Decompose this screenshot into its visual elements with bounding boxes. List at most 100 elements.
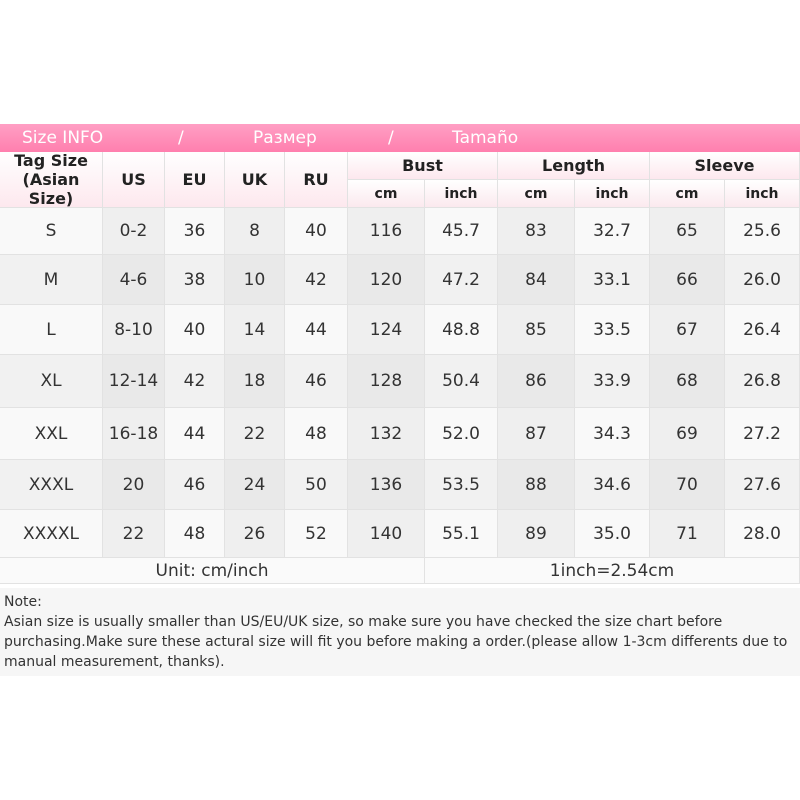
- table-cell: 44: [165, 408, 225, 460]
- table-cell: 42: [165, 355, 225, 408]
- table-cell: 83: [498, 208, 575, 255]
- table-cell: XXXL: [0, 460, 103, 510]
- table-cell: 71: [650, 510, 725, 558]
- table-cell: 33.5: [575, 305, 650, 355]
- table-cell: 120: [348, 255, 425, 305]
- table-cell: 16-18: [103, 408, 165, 460]
- table-cell: 84: [498, 255, 575, 305]
- table-cell: M: [0, 255, 103, 305]
- table-cell: XXXXL: [0, 510, 103, 558]
- table-cell: 128: [348, 355, 425, 408]
- table-cell: 25.6: [725, 208, 800, 255]
- table-cell: 38: [165, 255, 225, 305]
- table-cell: 20: [103, 460, 165, 510]
- header-cell: US: [103, 152, 165, 208]
- table-cell: 35.0: [575, 510, 650, 558]
- table-cell: 86: [498, 355, 575, 408]
- table-cell: 14: [225, 305, 285, 355]
- table-cell: 26.8: [725, 355, 800, 408]
- table-cell: 32.7: [575, 208, 650, 255]
- group-header: Sleeve: [650, 152, 800, 180]
- table-cell: 67: [650, 305, 725, 355]
- unit-header: inch: [425, 180, 498, 208]
- table-cell: 70: [650, 460, 725, 510]
- banner-text: /: [388, 128, 394, 148]
- table-cell: 46: [165, 460, 225, 510]
- footer-cell: Unit: cm/inch: [0, 558, 425, 584]
- banner-text: Размер: [253, 128, 317, 148]
- table-cell: 33.1: [575, 255, 650, 305]
- table-cell: 50.4: [425, 355, 498, 408]
- table-cell: XL: [0, 355, 103, 408]
- table-cell: 50: [285, 460, 348, 510]
- table-cell: 68: [650, 355, 725, 408]
- table-cell: 52.0: [425, 408, 498, 460]
- unit-header: cm: [498, 180, 575, 208]
- table-cell: L: [0, 305, 103, 355]
- note-title: Note:: [4, 594, 42, 610]
- table-cell: 10: [225, 255, 285, 305]
- table-cell: 40: [165, 305, 225, 355]
- table-cell: 34.3: [575, 408, 650, 460]
- table-cell: 116: [348, 208, 425, 255]
- table-cell: 22: [225, 408, 285, 460]
- table-cell: 69: [650, 408, 725, 460]
- table-cell: 8: [225, 208, 285, 255]
- table-cell: 85: [498, 305, 575, 355]
- table-cell: 140: [348, 510, 425, 558]
- group-header: Bust: [348, 152, 498, 180]
- table-cell: 44: [285, 305, 348, 355]
- table-cell: 27.6: [725, 460, 800, 510]
- banner-text: /: [178, 128, 184, 148]
- unit-header: inch: [575, 180, 650, 208]
- table-cell: 124: [348, 305, 425, 355]
- table-cell: 22: [103, 510, 165, 558]
- table-cell: 34.6: [575, 460, 650, 510]
- table-cell: 26.0: [725, 255, 800, 305]
- table-cell: 45.7: [425, 208, 498, 255]
- table-cell: 47.2: [425, 255, 498, 305]
- note: Note: Asian size is usually smaller than …: [0, 588, 800, 676]
- footer-cell: 1inch=2.54cm: [425, 558, 800, 584]
- table-cell: XXL: [0, 408, 103, 460]
- table-cell: 88: [498, 460, 575, 510]
- table-cell: 18: [225, 355, 285, 408]
- table-cell: 36: [165, 208, 225, 255]
- table-cell: 26: [225, 510, 285, 558]
- table-cell: 89: [498, 510, 575, 558]
- table-cell: 65: [650, 208, 725, 255]
- banner-text: Tamaño: [452, 128, 519, 148]
- table-cell: 66: [650, 255, 725, 305]
- header-cell: UK: [225, 152, 285, 208]
- table-cell: 46: [285, 355, 348, 408]
- banner-text: Size INFO: [22, 128, 104, 148]
- unit-header: inch: [725, 180, 800, 208]
- table-cell: 53.5: [425, 460, 498, 510]
- table-cell: 12-14: [103, 355, 165, 408]
- table-cell: 24: [225, 460, 285, 510]
- table-cell: 33.9: [575, 355, 650, 408]
- table-cell: 27.2: [725, 408, 800, 460]
- table-cell: 8-10: [103, 305, 165, 355]
- table-cell: 28.0: [725, 510, 800, 558]
- table-cell: 132: [348, 408, 425, 460]
- header-cell: Tag Size (Asian Size): [0, 151, 103, 208]
- table-cell: 48: [285, 408, 348, 460]
- unit-header: cm: [348, 180, 425, 208]
- header-cell: EU: [165, 152, 225, 208]
- table-cell: 136: [348, 460, 425, 510]
- table-cell: S: [0, 208, 103, 255]
- table-cell: 48: [165, 510, 225, 558]
- table-cell: 87: [498, 408, 575, 460]
- table-cell: 48.8: [425, 305, 498, 355]
- table-cell: 40: [285, 208, 348, 255]
- table-cell: 0-2: [103, 208, 165, 255]
- header-cell: RU: [285, 152, 348, 208]
- group-header: Length: [498, 152, 650, 180]
- note-text: Asian size is usually smaller than US/EU…: [4, 614, 788, 670]
- banner: [0, 124, 800, 152]
- table-cell: 55.1: [425, 510, 498, 558]
- table-cell: 26.4: [725, 305, 800, 355]
- table-cell: 52: [285, 510, 348, 558]
